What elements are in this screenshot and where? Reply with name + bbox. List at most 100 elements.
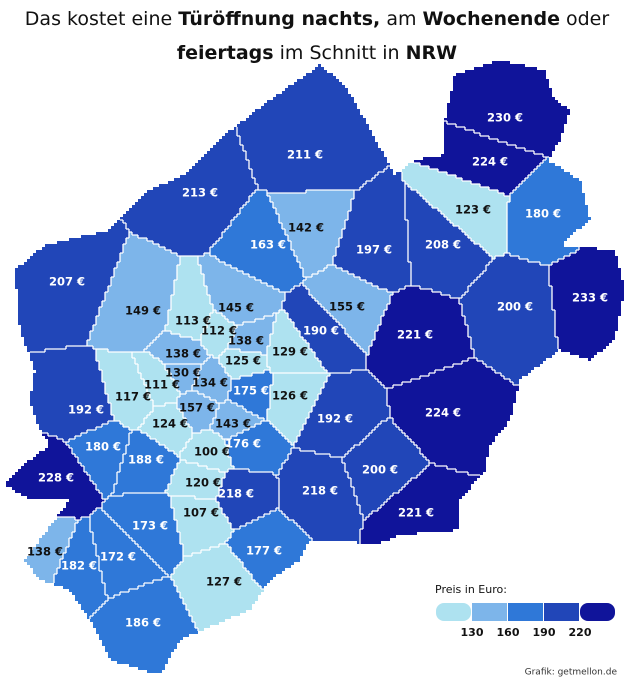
region-label: 221 €: [398, 506, 434, 520]
region-label: 163 €: [250, 238, 286, 252]
region: [360, 463, 480, 544]
region: [54, 517, 108, 619]
region-label: 100 €: [194, 445, 230, 459]
region-label: 173 €: [132, 519, 168, 533]
region: [342, 418, 429, 520]
region-label: 107 €: [183, 506, 219, 520]
region: [237, 64, 390, 193]
region-label: 155 €: [329, 300, 365, 314]
region: [225, 421, 294, 475]
region-border: [30, 120, 580, 631]
region-label: 197 €: [356, 243, 392, 257]
region-label: 192 €: [317, 412, 353, 426]
title-segment: oder: [560, 8, 609, 30]
region-label: 143 €: [215, 417, 251, 431]
region-label: 117 €: [115, 390, 151, 404]
region: [15, 220, 129, 352]
title-segment: im Schnitt in: [274, 42, 406, 64]
region-label: 182 €: [61, 559, 97, 573]
title-segment: Das kostet eine: [25, 8, 178, 30]
title-segment: NRW: [406, 42, 458, 64]
region: [267, 310, 327, 373]
region-label: 207 €: [49, 275, 85, 289]
region-label: 224 €: [472, 155, 508, 169]
region-label: 192 €: [68, 403, 104, 417]
title-segment: feiertags: [177, 42, 274, 64]
region: [282, 283, 366, 373]
region-label: 111 €: [144, 378, 180, 392]
region: [96, 349, 153, 430]
legend-swatch: [436, 603, 471, 621]
region: [303, 265, 393, 355]
legend-swatch: [472, 603, 507, 621]
region-label: 208 €: [425, 238, 461, 252]
region: [87, 232, 180, 352]
legend-tick-label: 190: [533, 626, 556, 639]
region-label: 142 €: [288, 221, 324, 235]
region: [6, 433, 105, 520]
source: Grafik: getmellon.de: [525, 668, 618, 678]
region-label: 149 €: [125, 304, 161, 318]
region-label: 218 €: [218, 487, 254, 501]
region-label: 138 €: [228, 334, 264, 348]
title-segment: am: [380, 8, 422, 30]
region-label: 200 €: [497, 300, 533, 314]
region: [90, 577, 198, 673]
legend-tick-label: 130: [461, 626, 484, 639]
region: [387, 358, 519, 475]
region: [132, 352, 180, 406]
region-label: 186 €: [125, 616, 161, 630]
region-label: 129 €: [272, 345, 308, 359]
region: [549, 247, 624, 361]
region: [177, 391, 219, 433]
region-label: 120 €: [185, 476, 221, 490]
title-line: Das kostet eine Türöffnung nachts, am Wo…: [25, 8, 610, 30]
region: [405, 184, 492, 298]
region: [228, 370, 273, 421]
title-line: feiertags im Schnitt in NRW: [177, 42, 457, 64]
region-label: 145 €: [218, 301, 254, 315]
region-label: 230 €: [487, 111, 523, 125]
region: [144, 331, 210, 364]
region-label: 177 €: [246, 544, 282, 558]
region: [66, 421, 132, 499]
region: [171, 544, 264, 631]
region: [219, 349, 270, 379]
region: [24, 517, 78, 583]
region: [267, 190, 354, 277]
region-label: 125 €: [225, 354, 261, 368]
region: [414, 121, 546, 196]
region: [294, 370, 390, 457]
region: [333, 166, 411, 292]
region-label: 172 €: [100, 550, 136, 564]
region-label: 180 €: [525, 207, 561, 221]
region-label: 175 €: [233, 384, 269, 398]
region: [276, 448, 363, 544]
legend-title: Preis in Euro:: [435, 583, 507, 596]
region-label: 124 €: [152, 417, 188, 431]
region: [507, 157, 591, 265]
region-label: 176 €: [225, 437, 261, 451]
region: [228, 313, 276, 355]
region: [216, 469, 279, 529]
legend-tick-label: 220: [569, 626, 592, 639]
legend-swatch: [544, 603, 579, 621]
region: [225, 508, 312, 589]
region-label: 213 €: [182, 186, 218, 200]
region: [192, 355, 231, 403]
region: [366, 286, 474, 388]
region-label: 123 €: [455, 203, 491, 217]
legend-swatch: [508, 603, 543, 621]
region-label: 126 €: [272, 389, 308, 403]
region: [459, 253, 558, 385]
region: [267, 373, 330, 445]
region-label: 138 €: [165, 347, 201, 361]
region-label: 218 €: [302, 484, 338, 498]
region: [30, 346, 114, 442]
region-label: 157 €: [179, 401, 215, 415]
region-label: 190 €: [303, 324, 339, 338]
region: [90, 508, 168, 598]
title-segment: Wochenende: [423, 8, 560, 30]
